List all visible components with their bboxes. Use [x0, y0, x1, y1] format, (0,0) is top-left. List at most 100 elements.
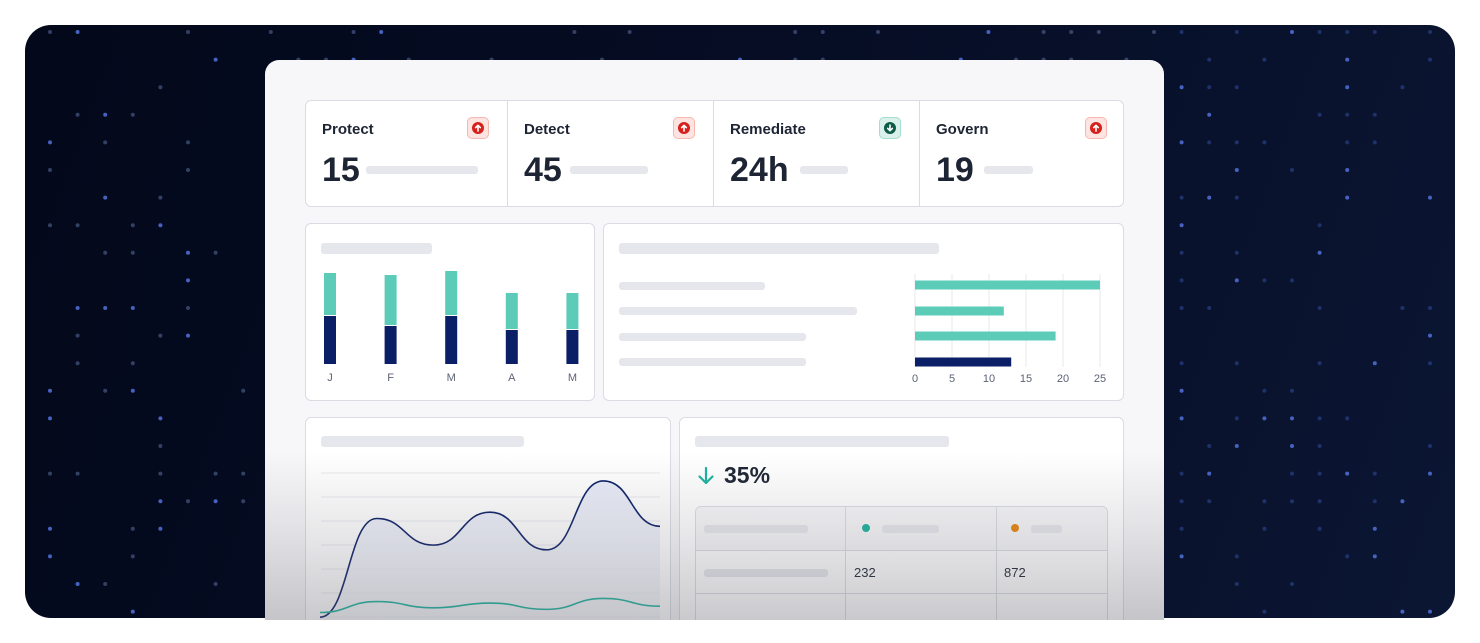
arrow-up-circle-icon — [467, 117, 489, 139]
hbar[interactable] — [915, 357, 1012, 367]
dot — [213, 57, 218, 62]
dot — [158, 499, 163, 504]
dot-pattern-decoration — [48, 30, 1432, 614]
dot — [268, 30, 273, 34]
dot — [1345, 195, 1350, 200]
dot — [213, 582, 218, 586]
horizontal-bar-chart: 0 5 10 15 20 25 — [912, 274, 1106, 385]
placeholder-bar — [800, 166, 848, 174]
dot — [75, 223, 80, 228]
dot — [130, 554, 135, 559]
dot — [186, 306, 190, 310]
dot — [1234, 444, 1239, 448]
placeholder-bar — [570, 166, 648, 174]
horizontal-bar-card: 0 5 10 15 20 25 — [603, 223, 1124, 401]
dot — [130, 250, 135, 255]
x-tick-label: 0 — [912, 373, 918, 385]
dot — [1317, 306, 1322, 310]
bar-segment[interactable] — [445, 271, 458, 315]
change-value: 35% — [724, 462, 771, 488]
bar-segment[interactable] — [566, 330, 579, 364]
x-tick-label: J — [327, 372, 333, 384]
arrow-up-circle-icon — [673, 117, 695, 139]
x-tick-label: 5 — [949, 373, 955, 385]
dot — [1179, 278, 1184, 283]
line-chart-card — [305, 417, 671, 620]
dot — [1041, 30, 1046, 34]
dot — [1317, 499, 1322, 504]
dot — [1262, 140, 1267, 145]
dot — [1179, 361, 1184, 366]
placeholder-bar — [366, 166, 478, 174]
dot — [103, 195, 108, 200]
kpi-remediate[interactable]: Remediate 24h — [714, 101, 919, 206]
dot — [48, 416, 52, 421]
x-tick-label: 25 — [1094, 373, 1106, 385]
card-title-placeholder — [619, 243, 939, 254]
dot — [75, 361, 80, 366]
dot — [103, 140, 108, 145]
card-title-placeholder — [321, 436, 524, 447]
x-tick-label: 20 — [1057, 373, 1069, 385]
summary-table: 232 872 — [695, 506, 1108, 620]
dot — [48, 526, 52, 531]
dot — [1234, 195, 1239, 200]
series-line-navy[interactable] — [319, 480, 661, 618]
kpi-value: 15 — [322, 151, 360, 189]
hbar[interactable] — [915, 331, 1056, 341]
dot — [1290, 278, 1294, 283]
bar-segment[interactable] — [445, 316, 458, 364]
dot — [1262, 526, 1267, 531]
dot — [1372, 471, 1377, 476]
dot — [48, 168, 52, 172]
dot — [103, 250, 108, 255]
dot — [186, 499, 190, 504]
dot — [241, 499, 246, 504]
dot — [1400, 499, 1405, 504]
dot — [1262, 57, 1267, 62]
arrow-down-circle-icon — [879, 117, 901, 139]
x-tick-label: M — [447, 372, 456, 384]
x-tick-label: A — [508, 372, 516, 384]
dot — [1179, 140, 1184, 145]
dot — [1317, 361, 1322, 366]
kpi-govern[interactable]: Govern 19 — [920, 101, 1124, 206]
dot — [1317, 30, 1322, 34]
dot — [1345, 554, 1350, 559]
hbar[interactable] — [915, 280, 1100, 290]
bar-segment[interactable] — [324, 273, 336, 315]
dot — [186, 333, 190, 338]
row-divider — [696, 593, 1107, 594]
bar-segment[interactable] — [324, 316, 336, 364]
dot — [1179, 388, 1184, 393]
dot — [1069, 30, 1074, 34]
dot — [793, 30, 798, 34]
row-label-placeholder — [619, 282, 765, 290]
dot — [1152, 30, 1156, 34]
dot — [213, 499, 218, 504]
hbar[interactable] — [915, 306, 1004, 316]
dot — [1234, 416, 1239, 421]
bar-segment[interactable] — [384, 275, 397, 325]
dot — [130, 388, 135, 393]
dot — [1345, 168, 1350, 172]
dot — [241, 388, 246, 393]
dot — [130, 223, 135, 228]
dot — [1317, 112, 1322, 117]
kpi-protect[interactable]: Protect 15 — [306, 101, 507, 206]
bar-segment[interactable] — [505, 330, 518, 364]
bar-segment[interactable] — [505, 293, 518, 329]
bar-segment[interactable] — [384, 326, 397, 364]
bar-segment[interactable] — [566, 293, 579, 329]
dot — [1234, 278, 1239, 283]
kpi-detect[interactable]: Detect 45 — [508, 101, 713, 206]
series-line-teal[interactable] — [319, 597, 661, 614]
dot — [986, 30, 991, 34]
divider — [713, 101, 714, 206]
dot — [1400, 609, 1405, 614]
dot — [1207, 471, 1212, 476]
dot — [186, 140, 190, 145]
arrow-up-circle-icon — [1085, 117, 1107, 139]
placeholder-bar — [984, 166, 1033, 174]
dot — [213, 250, 218, 255]
